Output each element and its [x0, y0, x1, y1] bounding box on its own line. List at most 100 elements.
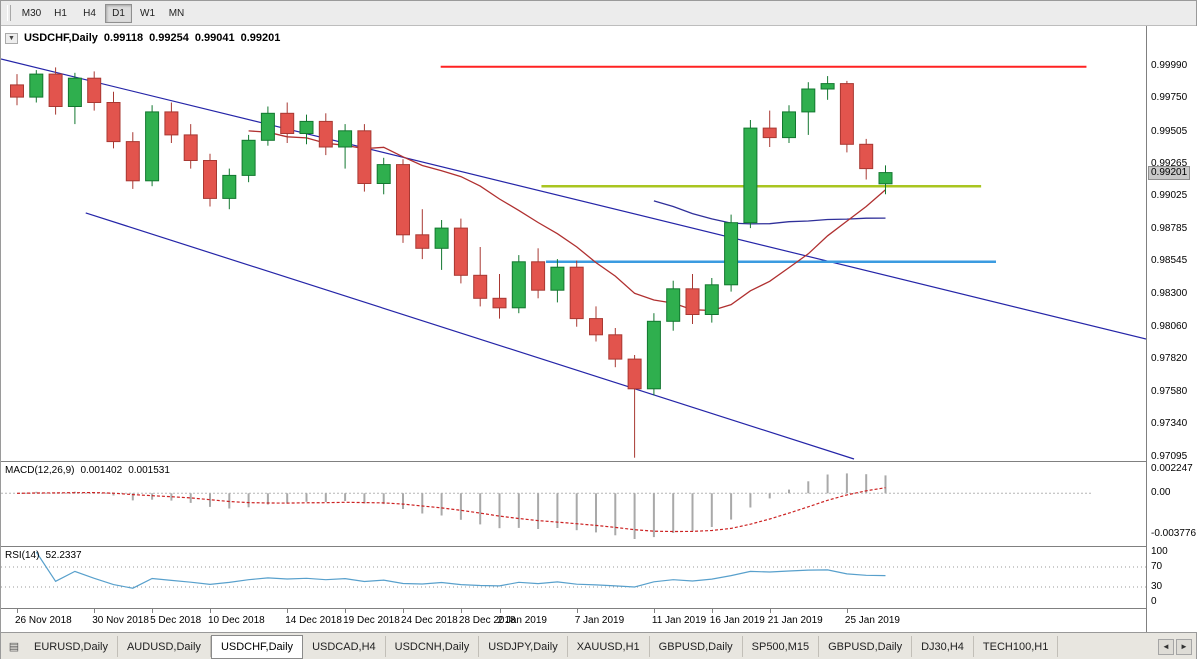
rsi-axis-label: 70 — [1151, 561, 1163, 572]
tab-eurusd-daily[interactable]: EURUSD,Daily — [25, 636, 118, 657]
candle — [782, 111, 796, 139]
tab-xauusd-h1[interactable]: XAUUSD,H1 — [568, 636, 650, 657]
trendline — [85, 212, 855, 460]
toolbar-grip[interactable] — [7, 5, 11, 21]
price-chart-pane[interactable] — [1, 26, 1146, 462]
pane-splitter[interactable] — [1, 461, 1197, 463]
candle — [280, 112, 295, 135]
price-axis-label: 0.97580 — [1151, 385, 1188, 397]
macd-pane[interactable] — [1, 462, 1146, 547]
price-axis-label: 0.99750 — [1151, 92, 1188, 104]
timeframe-h4-button[interactable]: H4 — [76, 4, 103, 23]
macd-axis-label: 0.00 — [1151, 487, 1171, 499]
candle — [820, 83, 835, 90]
trendline — [1, 58, 1146, 340]
macd-indicator-label: MACD(12,26,9) 0.001402 0.001531 — [5, 465, 170, 476]
chart-area[interactable]: 0.99990 0.99750 0.99505 0.99265 0.99025 0.987… — [1, 26, 1197, 632]
candle — [762, 127, 777, 139]
date-label: 10 Dec 2018 — [208, 615, 265, 626]
tabs-scroll-right-icon[interactable]: ► — [1176, 638, 1192, 655]
timeframe-toolbar: M30 H1 H4 D1 W1 MN — [1, 1, 1196, 26]
candle — [183, 134, 198, 162]
time-axis-tick — [460, 609, 462, 613]
pane-splitter[interactable] — [1, 608, 1197, 610]
candle — [434, 227, 449, 249]
price-axis-label: 0.97340 — [1151, 417, 1188, 429]
tab-usdchf-daily[interactable]: USDCHF,Daily — [210, 634, 304, 659]
macd-signal-value: 0.001531 — [128, 465, 170, 476]
candle — [839, 83, 854, 145]
candle — [743, 127, 758, 224]
timeframe-w1-button[interactable]: W1 — [134, 4, 161, 23]
chart-title: USDCHF,Daily — [23, 32, 98, 44]
chart-list-icon[interactable]: ▤ — [8, 640, 20, 653]
timeframe-mn-button[interactable]: MN — [163, 4, 190, 23]
time-axis-tick — [653, 609, 655, 613]
time-axis-tick — [345, 609, 347, 613]
date-label: 7 Jan 2019 — [574, 615, 625, 626]
tabs-scroll-left-icon[interactable]: ◄ — [1158, 638, 1174, 655]
price-axis-label: 0.98785 — [1151, 222, 1188, 234]
date-label: 16 Jan 2019 — [709, 615, 765, 626]
candle — [492, 297, 507, 309]
rsi-name: RSI(14) — [5, 550, 40, 561]
price-axis-label: 0.99265 — [1151, 157, 1188, 169]
price-axis-label: 0.99505 — [1151, 125, 1188, 137]
ohlc-close: 0.99201 — [240, 32, 281, 44]
time-axis: 26 Nov 2018 30 Nov 2018 5 Dec 2018 10 Dec 2… — [1, 609, 1146, 632]
date-label: 11 Jan 2019 — [651, 615, 707, 626]
tab-gbpusd-daily-2[interactable]: GBPUSD,Daily — [819, 636, 913, 657]
time-axis-tick — [499, 609, 501, 613]
tab-dj30-h4[interactable]: DJ30,H4 — [912, 636, 974, 657]
candle — [164, 111, 179, 136]
time-axis-tick — [769, 609, 771, 613]
tab-sp500-m15[interactable]: SP500,M15 — [743, 636, 820, 657]
tab-gbpusd-daily[interactable]: GBPUSD,Daily — [650, 636, 743, 657]
chart-menu-icon[interactable]: ▼ — [5, 32, 18, 44]
date-label: 19 Dec 2018 — [343, 615, 400, 626]
timeframe-m30-button[interactable]: M30 — [18, 4, 45, 23]
tab-label: AUDUSD,Daily — [126, 640, 201, 653]
time-axis-tick — [152, 609, 154, 613]
rsi-axis-label: 30 — [1151, 581, 1163, 592]
ma-fast-line — [248, 130, 886, 312]
candle — [453, 227, 468, 276]
tab-label: TECH100,H1 — [982, 640, 1049, 653]
candle — [125, 141, 140, 182]
tab-label: USDCAD,H4 — [312, 640, 376, 653]
price-axis-label: 0.99025 — [1151, 190, 1188, 202]
candle — [415, 234, 430, 249]
price-axis: 0.99990 0.99750 0.99505 0.99265 0.99025 0.987… — [1146, 26, 1197, 632]
candle — [550, 266, 565, 291]
price-axis-label: 0.97095 — [1151, 451, 1188, 462]
time-axis-tick — [17, 609, 18, 613]
time-axis-tick — [287, 609, 289, 613]
tab-usdjpy-daily[interactable]: USDJPY,Daily — [479, 636, 568, 657]
macd-axis-label: -0.003776 — [1151, 528, 1197, 540]
date-label: 5 Dec 2018 — [150, 615, 202, 626]
date-label: 14 Dec 2018 — [285, 615, 342, 626]
rsi-indicator-label: RSI(14) 52.2337 — [5, 550, 82, 561]
macd-value: 0.001402 — [80, 465, 123, 476]
date-label: 28 Dec 2018 — [458, 615, 516, 626]
date-label: 26 Nov 2018 — [15, 615, 72, 626]
candle — [357, 130, 372, 185]
timeframe-h1-button[interactable]: H1 — [47, 4, 74, 23]
tab-label: DJ30,H4 — [921, 640, 964, 653]
time-axis-tick — [711, 609, 713, 613]
tab-audusd-daily[interactable]: AUDUSD,Daily — [118, 636, 211, 657]
tab-label: EURUSD,Daily — [34, 640, 108, 653]
tab-tech100-h1[interactable]: TECH100,H1 — [974, 636, 1059, 657]
ohlc-high: 0.99254 — [149, 32, 189, 44]
timeframe-d1-button[interactable]: D1 — [105, 3, 132, 23]
tab-usdcad-h4[interactable]: USDCAD,H4 — [303, 636, 386, 657]
candle — [222, 174, 237, 199]
pane-splitter[interactable] — [1, 546, 1197, 548]
price-axis-label: 0.98300 — [1151, 288, 1188, 300]
time-axis-tick — [576, 609, 578, 613]
tab-label: GBPUSD,Daily — [828, 640, 903, 653]
candle — [48, 73, 63, 107]
candle — [608, 334, 623, 360]
rsi-pane[interactable] — [1, 547, 1146, 609]
tab-usdcnh-daily[interactable]: USDCNH,Daily — [386, 636, 480, 657]
